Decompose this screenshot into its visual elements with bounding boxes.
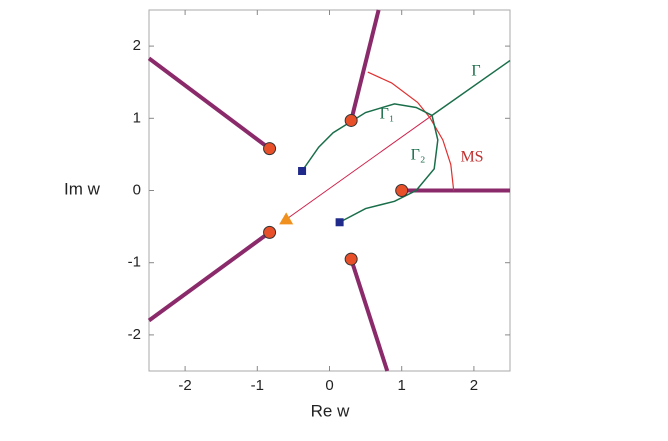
point	[344, 113, 358, 127]
x-tick-label: 2	[470, 377, 478, 394]
y-tick-label: 0	[133, 181, 141, 198]
point	[335, 218, 344, 227]
annotation: Γ₂	[411, 147, 426, 164]
curve	[349, 258, 390, 372]
point	[279, 212, 294, 225]
y-tick-label: -2	[128, 326, 141, 343]
y-axis-label: Im w	[64, 179, 101, 198]
x-tick-label: 0	[325, 377, 333, 394]
curve	[301, 103, 433, 172]
point	[344, 252, 358, 266]
annotation: Γ₁	[380, 106, 395, 123]
curve	[285, 115, 433, 220]
curve	[147, 230, 271, 323]
x-axis-label: Re w	[311, 401, 350, 420]
y-tick-label: -1	[128, 254, 141, 271]
curve	[367, 71, 455, 191]
x-tick-label: -2	[178, 377, 191, 394]
point	[263, 225, 277, 239]
x-tick-label: 1	[398, 377, 406, 394]
curve	[349, 9, 381, 121]
curve	[339, 115, 439, 223]
annotation: Γ	[471, 63, 480, 80]
point	[263, 142, 277, 156]
curve	[147, 56, 271, 151]
x-tick-label: -1	[251, 377, 264, 394]
y-tick-label: 1	[133, 109, 141, 126]
annotation: MS	[460, 149, 483, 166]
y-tick-label: 2	[133, 37, 141, 54]
point	[298, 167, 307, 176]
curve	[431, 59, 511, 117]
point	[395, 184, 409, 197]
